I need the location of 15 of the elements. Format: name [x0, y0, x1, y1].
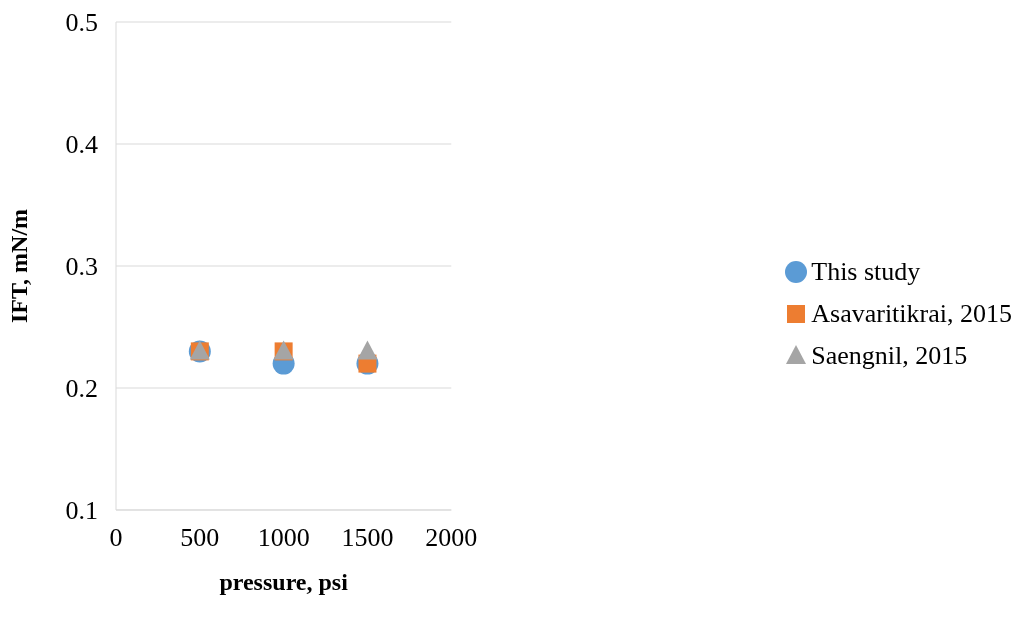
- y-tick-label: 0.3: [65, 252, 98, 282]
- legend-label: Saengnil, 2015: [811, 341, 968, 371]
- x-tick-label: 2000: [425, 523, 478, 553]
- y-tick-label: 0.4: [65, 130, 98, 160]
- x-tick-label: 500: [180, 523, 220, 553]
- legend-label: Asavaritikrai, 2015: [811, 299, 1012, 329]
- x-tick-label: 1000: [257, 523, 310, 553]
- y-tick-label: 0.1: [65, 496, 98, 526]
- x-tick-label: 1500: [341, 523, 394, 553]
- legend-label: This study: [811, 257, 921, 287]
- x-tick-label: 0: [109, 523, 123, 553]
- x-axis-title: pressure, psi: [219, 569, 349, 595]
- y-axis-title: IFT, mN/m: [5, 208, 32, 324]
- y-tick-label: 0.2: [65, 374, 98, 404]
- y-tick-label: 0.5: [65, 8, 98, 38]
